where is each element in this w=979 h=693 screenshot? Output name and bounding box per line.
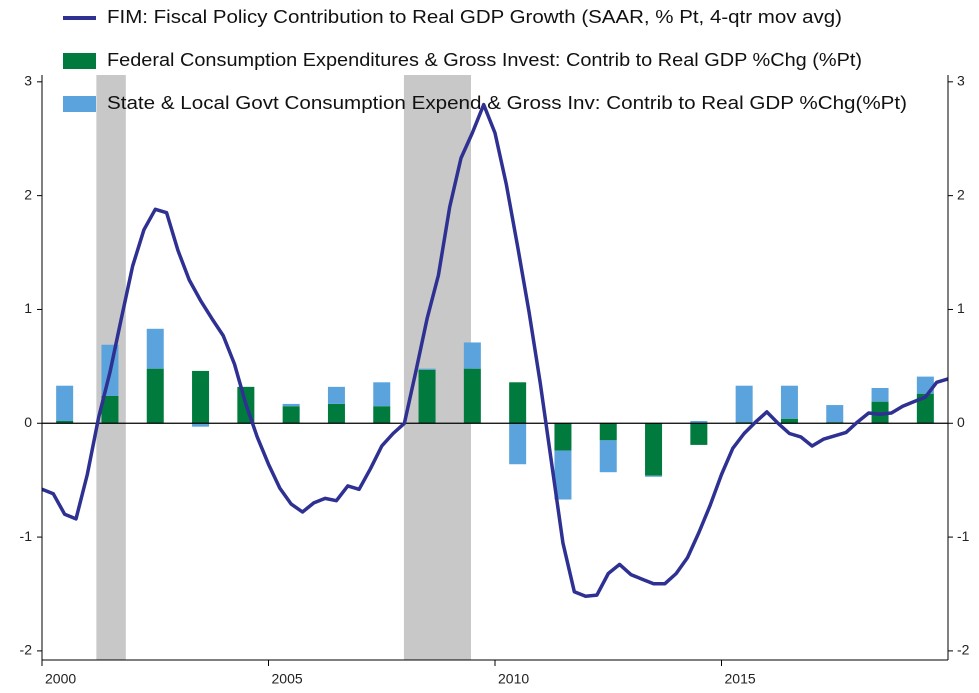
- y2-tick-label: -2: [957, 642, 970, 658]
- bar: [599, 423, 617, 441]
- bar: [735, 385, 753, 423]
- bar: [282, 406, 300, 424]
- bar: [192, 423, 210, 427]
- bar: [599, 440, 617, 473]
- legend-swatch: [63, 53, 96, 69]
- bar: [146, 368, 164, 424]
- y-tick-label: -2: [20, 642, 33, 658]
- y2-tick-label: 0: [957, 414, 965, 430]
- bar: [509, 382, 527, 424]
- legend-label: Federal Consumption Expenditures & Gross…: [107, 50, 862, 70]
- bar: [192, 370, 210, 424]
- y-tick-label: 0: [24, 414, 32, 430]
- bar: [327, 386, 345, 404]
- bar: [554, 423, 572, 451]
- bar: [463, 342, 481, 369]
- y2-tick-label: 3: [957, 73, 965, 89]
- bar: [101, 395, 119, 424]
- y2-tick-label: 1: [957, 300, 965, 316]
- bar: [146, 328, 164, 369]
- legend-label: State & Local Govt Consumption Expend & …: [107, 93, 907, 113]
- bar: [327, 403, 345, 424]
- bar: [463, 368, 481, 424]
- bar: [690, 420, 708, 424]
- bar: [373, 406, 391, 424]
- legend-label: FIM: Fiscal Policy Contribution to Real …: [107, 7, 842, 27]
- bar: [780, 418, 798, 424]
- x-tick-label: 2000: [45, 671, 76, 687]
- x-tick-label: 2010: [498, 671, 529, 687]
- bar: [826, 405, 844, 423]
- bar: [56, 420, 74, 424]
- y2-tick-label: -1: [957, 528, 970, 544]
- y-tick-label: 3: [24, 73, 32, 89]
- bar: [690, 423, 708, 445]
- x-tick-label: 2015: [725, 671, 756, 687]
- bar: [509, 423, 527, 465]
- bar: [373, 382, 391, 407]
- y-tick-label: 1: [24, 300, 32, 316]
- bar: [780, 385, 798, 419]
- bar: [645, 475, 663, 477]
- bar: [871, 387, 889, 402]
- x-tick-label: 2005: [272, 671, 303, 687]
- y-tick-label: 2: [24, 186, 32, 202]
- bar: [645, 423, 663, 476]
- y-tick-label: -1: [20, 528, 33, 544]
- line-series: [41, 102, 949, 599]
- legend-swatch: [63, 96, 96, 112]
- bar: [282, 403, 300, 407]
- y2-tick-label: 2: [957, 186, 965, 202]
- bar: [916, 393, 934, 424]
- bar: [554, 450, 572, 500]
- bar: [56, 385, 74, 421]
- bar: [418, 369, 436, 424]
- bar: [418, 368, 436, 370]
